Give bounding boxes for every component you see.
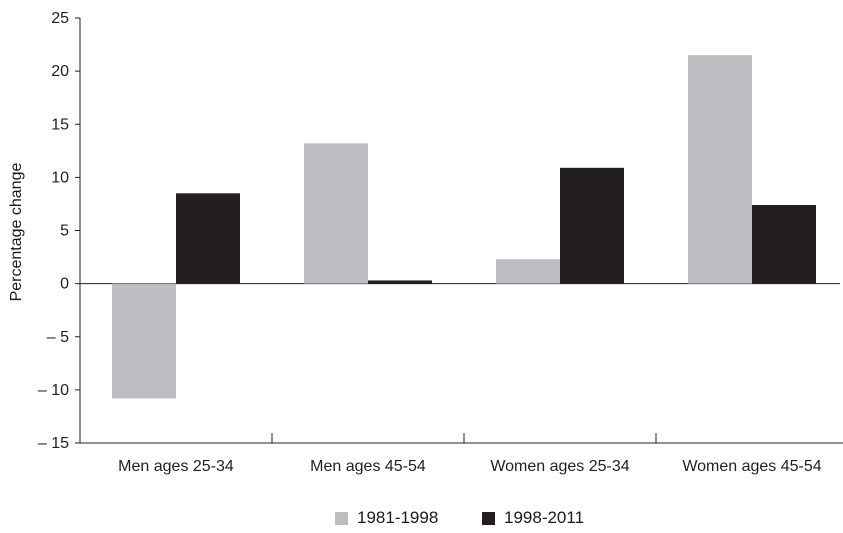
x-tick-label: Women ages 25-34 bbox=[490, 458, 629, 475]
y-tick-label: 10 bbox=[51, 169, 69, 186]
chart-bars bbox=[112, 55, 816, 399]
x-tick-labels: Men ages 25-34 Men ages 45-54 Women ages 2… bbox=[118, 458, 822, 475]
x-tick-label: Men ages 25-34 bbox=[118, 458, 234, 475]
x-tick-label: Women ages 45-54 bbox=[682, 458, 821, 475]
y-tick-label: – 10 bbox=[38, 382, 69, 399]
bar-1998-2011-1 bbox=[176, 193, 240, 284]
y-tick-label: – 5 bbox=[47, 329, 69, 346]
bar-1998-2011-4 bbox=[752, 205, 816, 284]
bar-1998-2011-3 bbox=[560, 167, 624, 284]
bar-1981-1998-4 bbox=[688, 55, 752, 284]
legend-swatch-1998-2011 bbox=[482, 511, 495, 525]
legend-item-1998-2011: 1998-2011 bbox=[482, 508, 584, 528]
y-tick-label: 0 bbox=[60, 276, 69, 293]
y-tick-label: – 15 bbox=[38, 435, 69, 452]
y-tick-label: 15 bbox=[51, 116, 69, 133]
y-tick-label: 5 bbox=[60, 223, 69, 240]
x-tick-label: Men ages 45-54 bbox=[310, 458, 426, 475]
bar-1981-1998-2 bbox=[304, 143, 368, 284]
y-tick-label: 20 bbox=[51, 63, 69, 80]
y-tick-labels: 25 20 15 10 5 0 – 5 – 10 – 15 bbox=[38, 10, 69, 452]
y-axis-label: Percentage change bbox=[8, 162, 25, 302]
legend-item-1981-1998: 1981-1998 bbox=[335, 508, 438, 528]
legend-label-1998-2011: 1998-2011 bbox=[504, 508, 585, 527]
bar-1998-2011-2 bbox=[368, 280, 432, 284]
y-tick-label: 25 bbox=[51, 10, 69, 27]
bar-1981-1998-3 bbox=[496, 259, 560, 284]
legend-swatch-1981-1998 bbox=[335, 511, 348, 525]
legend-label-1981-1998: 1981-1998 bbox=[357, 508, 439, 527]
legend: 1981-1998 1998-2011 bbox=[0, 508, 843, 528]
bar-1981-1998-1 bbox=[112, 283, 176, 399]
